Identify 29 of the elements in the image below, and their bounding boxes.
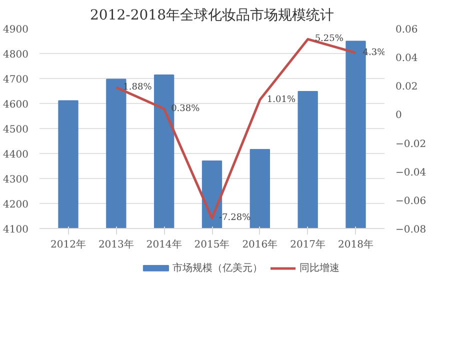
y2-tick-label: 0.04 (396, 53, 418, 64)
y2-tick-label: −0.06 (396, 196, 426, 207)
x-tick-label: 2012年 (50, 238, 86, 250)
y-tick-label: 4700 (3, 74, 29, 86)
y2-tick-label: −0.04 (396, 167, 426, 178)
x-tick-label: 2014年 (146, 238, 182, 250)
x-tick-label: 2016年 (242, 238, 278, 250)
y2-tick-label: 0.06 (396, 24, 418, 36)
data-label: 1.01% (266, 94, 296, 105)
y-tick-label: 4200 (3, 200, 29, 210)
data-label: 5.25% (314, 34, 344, 44)
y-tick-label: 4400 (3, 150, 29, 160)
y-tick-label: 4100 (3, 224, 29, 236)
y2-tick-label: 0.02 (396, 82, 418, 93)
y2-tick-label: −0.02 (396, 138, 426, 150)
x-tick-label: 2018年 (338, 238, 374, 250)
x-tick-label: 2013年 (98, 238, 134, 250)
chart-title: 2012-2018年全球化妆品市场规模统计 (90, 8, 334, 24)
y2-tick-label: 0 (396, 110, 402, 122)
x-tick-label: 2017年 (290, 238, 326, 250)
y-tick-label: 4900 (3, 24, 29, 36)
y-tick-label: 4300 (3, 174, 29, 186)
y-tick-label: 4800 (3, 50, 29, 60)
x-tick-label: 2015年 (194, 238, 230, 250)
y2-tick-label: −0.08 (396, 224, 426, 236)
legend-label: 市场规模（亿美元） (172, 262, 262, 274)
legend-label: 同比增速 (299, 262, 340, 274)
y-tick-label: 4600 (3, 100, 29, 110)
y-tick-label: 4500 (3, 124, 29, 136)
